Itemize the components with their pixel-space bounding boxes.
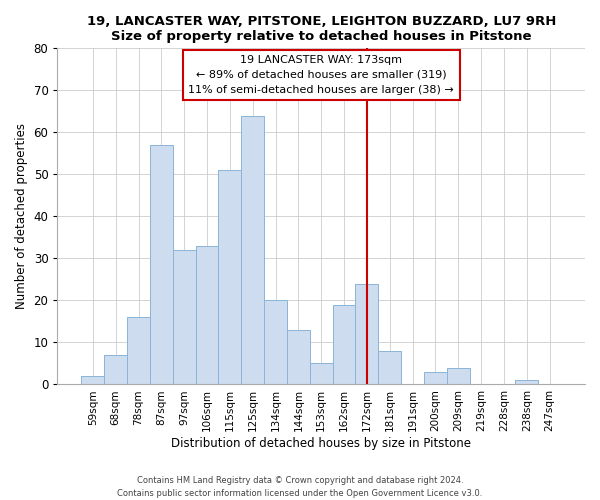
Bar bbox=[379, 351, 401, 384]
Bar bbox=[264, 300, 287, 384]
Bar bbox=[104, 355, 127, 384]
Bar bbox=[287, 330, 310, 384]
Bar bbox=[447, 368, 470, 384]
Bar bbox=[355, 284, 379, 384]
Bar bbox=[310, 364, 332, 384]
Y-axis label: Number of detached properties: Number of detached properties bbox=[15, 124, 28, 310]
Bar bbox=[82, 376, 104, 384]
Bar bbox=[196, 246, 218, 384]
Bar bbox=[424, 372, 447, 384]
Bar bbox=[241, 116, 264, 384]
Bar bbox=[127, 317, 150, 384]
Bar bbox=[150, 145, 173, 384]
X-axis label: Distribution of detached houses by size in Pitstone: Distribution of detached houses by size … bbox=[171, 437, 471, 450]
Title: 19, LANCASTER WAY, PITSTONE, LEIGHTON BUZZARD, LU7 9RH
Size of property relative: 19, LANCASTER WAY, PITSTONE, LEIGHTON BU… bbox=[86, 15, 556, 43]
Text: Contains HM Land Registry data © Crown copyright and database right 2024.
Contai: Contains HM Land Registry data © Crown c… bbox=[118, 476, 482, 498]
Bar bbox=[332, 304, 355, 384]
Text: 19 LANCASTER WAY: 173sqm
← 89% of detached houses are smaller (319)
11% of semi-: 19 LANCASTER WAY: 173sqm ← 89% of detach… bbox=[188, 55, 454, 94]
Bar bbox=[218, 170, 241, 384]
Bar bbox=[515, 380, 538, 384]
Bar bbox=[173, 250, 196, 384]
